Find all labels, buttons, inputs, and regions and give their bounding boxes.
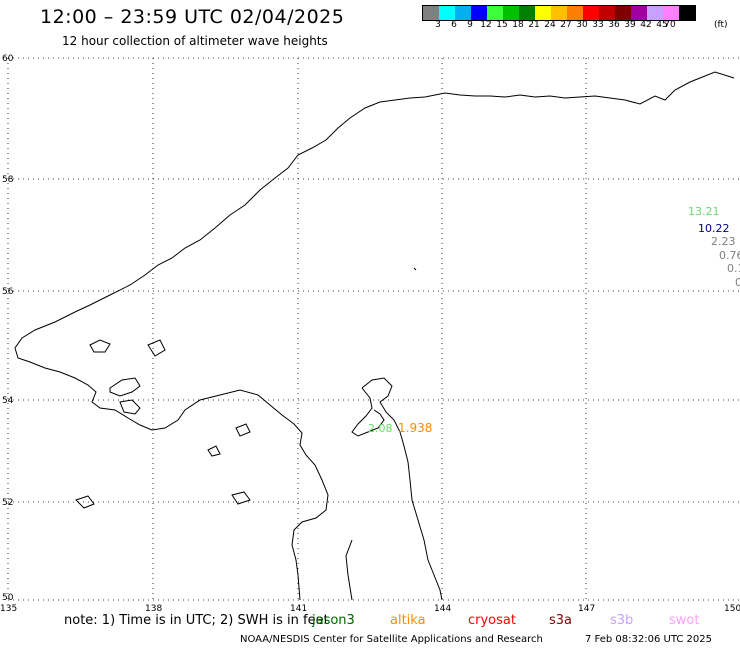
lat-tick-labels: 60 58 56 54 52 50: [2, 54, 14, 603]
color-legend-label: 3: [435, 20, 441, 30]
mission-cryosat: cryosat: [468, 613, 516, 628]
lon-tick: 147: [578, 604, 595, 614]
lon-tick: 141: [290, 604, 307, 614]
swh-value: 0.76: [719, 249, 740, 262]
color-swatch: [599, 6, 615, 20]
color-legend-label: 15: [496, 20, 508, 30]
color-legend: [422, 5, 696, 21]
color-legend-label: 12: [480, 20, 492, 30]
footer-credit: NOAA/NESDIS Center for Satellite Applica…: [240, 634, 543, 645]
color-swatch: [535, 6, 551, 20]
color-swatch: [567, 6, 583, 20]
lat-tick: 60: [2, 54, 14, 64]
color-swatch: [679, 6, 695, 20]
lon-tick: 135: [0, 604, 17, 614]
swh-value-orange: 1.938: [398, 421, 432, 435]
color-legend-label: 27: [560, 20, 572, 30]
color-legend-label: 36: [608, 20, 620, 30]
color-legend-label: 42: [640, 20, 652, 30]
color-swatch: [551, 6, 567, 20]
color-swatch: [423, 6, 439, 20]
color-legend-label: 30: [576, 20, 588, 30]
mission-swot: swot: [669, 613, 700, 628]
swh-value: 13.21: [688, 205, 720, 218]
swh-value: 10.22: [698, 222, 730, 235]
color-legend-label: 21: [528, 20, 540, 30]
lon-tick: 138: [145, 604, 162, 614]
page-subtitle: 12 hour collection of altimeter wave hei…: [62, 34, 328, 48]
lat-tick: 54: [2, 396, 14, 406]
lon-tick: 144: [434, 604, 451, 614]
swh-value-green: 2.08: [368, 422, 393, 435]
notes-text: note: 1) Time is in UTC; 2) SWH is in fe…: [64, 613, 329, 628]
mission-s3b: s3b: [610, 613, 634, 628]
color-swatch: [631, 6, 647, 20]
color-legend-label: 24: [544, 20, 556, 30]
graticule: [8, 58, 740, 600]
swh-value: 0.1: [727, 262, 740, 275]
color-swatch: [455, 6, 471, 20]
color-legend-labels: (ft) 3 6 9 12 15 18 21 24 27 30 33 36 39 42 45 70: [422, 20, 740, 32]
lat-tick: 56: [2, 287, 14, 297]
color-legend-label: 45: [656, 20, 668, 30]
color-swatch: [615, 6, 631, 20]
mission-altika: altika: [390, 613, 426, 628]
color-swatch: [439, 6, 455, 20]
color-legend-unit: (ft): [714, 20, 728, 30]
mission-jason3: jason3: [312, 613, 355, 628]
lon-tick: 150: [724, 604, 740, 614]
lat-tick: 52: [2, 498, 13, 508]
mission-s3a: s3a: [549, 613, 573, 628]
color-swatch: [487, 6, 503, 20]
swh-value: 0: [735, 276, 740, 289]
color-swatch: [471, 6, 487, 20]
footer-timestamp: 7 Feb 08:32:06 UTC 2025: [585, 634, 712, 645]
color-legend-label: 18: [512, 20, 524, 30]
color-legend-label: 33: [592, 20, 604, 30]
page-title: 12:00 – 23:59 UTC 02/04/2025: [40, 6, 345, 28]
color-legend-label: 70: [664, 20, 676, 30]
color-swatch: [663, 6, 679, 20]
lon-tick-labels: 135 138 141 144 147 150: [0, 604, 740, 614]
color-swatch: [583, 6, 599, 20]
color-swatch: [519, 6, 535, 20]
swh-value: 2.23: [711, 235, 736, 248]
lat-tick: 58: [2, 175, 14, 185]
lat-tick: 50: [2, 593, 14, 603]
color-legend-label: 6: [451, 20, 457, 30]
map-frame: [7, 57, 740, 601]
color-swatch: [503, 6, 519, 20]
swh-labels: 13.21 10.22 2.23 0.76 0.1 0 2.08 1.938: [368, 205, 740, 435]
color-legend-label: 39: [624, 20, 636, 30]
color-swatch: [647, 6, 663, 20]
coastline: [14, 71, 735, 601]
color-legend-label: 9: [467, 20, 473, 30]
